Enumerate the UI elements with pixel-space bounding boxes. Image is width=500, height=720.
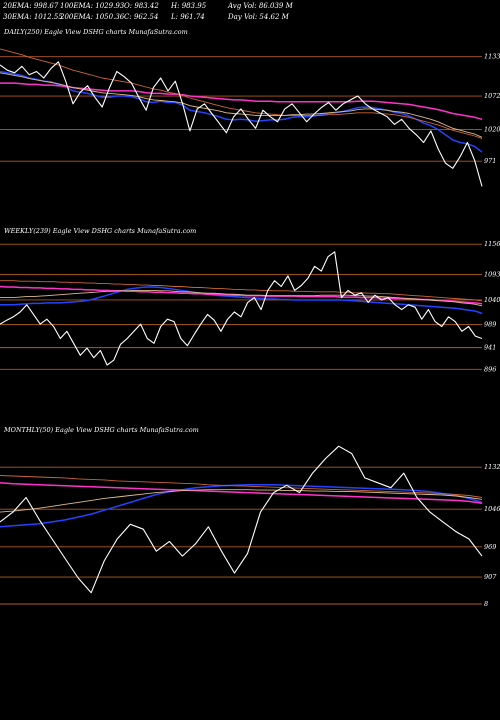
weekly-panel: 1156 1093 1040 989 941 896 [0, 240, 500, 373]
weekly-level-label-0: 1156 [484, 240, 500, 248]
monthly-ema-magenta-line [0, 482, 483, 505]
daily-level-label-1: 1072 [484, 92, 500, 100]
monthly-panel-title: MONTHLY(50) Eagle View DSHG charts Munaf… [4, 426, 199, 434]
weekly-level-label-2: 1040 [484, 296, 500, 304]
monthly-ema-tan-line [0, 489, 483, 513]
header-ema200: 200EMA: 1050.36 [60, 13, 125, 21]
daily-panel: 1133 1072 1020 971 [0, 48, 500, 187]
weekly-level-label-1: 1093 [484, 270, 500, 278]
monthly-level-label-3: 907 [484, 573, 497, 581]
daily-ema-magenta-line [0, 82, 483, 121]
header-high: H: 983.95 [171, 2, 207, 10]
header-close: C: 962.54 [124, 13, 159, 21]
monthly-level-label-0: 1132 [484, 463, 500, 471]
daily-panel-title: DAILY(250) Eagle View DSHG charts Munafa… [4, 28, 188, 36]
weekly-level-label-3: 989 [484, 321, 496, 329]
daily-level-label-3: 971 [484, 157, 496, 165]
header-avg-vol: Avg Vol: 86.039 M [228, 2, 293, 10]
weekly-level-label-4: 941 [484, 344, 496, 352]
header-low: L: 961.74 [171, 13, 205, 21]
monthly-panel: 1132 1046 969 907 8 [0, 445, 500, 608]
monthly-level-label-4: 8 [484, 600, 488, 608]
monthly-ema-brown-line [0, 475, 483, 498]
header-ema30: 30EMA: 1012.55 [3, 13, 63, 21]
header-ema20: 20EMA: 998.67 [3, 2, 59, 10]
weekly-panel-title: WEEKLY(239) Eagle View DSHG charts Munaf… [4, 227, 197, 235]
weekly-level-label-5: 896 [484, 365, 496, 373]
daily-ema-brown-line [0, 48, 483, 140]
daily-price-line [0, 61, 483, 187]
header-day-vol: Day Vol: 54.62 M [228, 13, 289, 21]
daily-ema-tan-line [0, 72, 483, 138]
monthly-level-label-2: 969 [484, 543, 496, 551]
daily-ema-blue-line [0, 70, 483, 153]
monthly-level-label-1: 1046 [484, 505, 500, 513]
monthly-ema-blue-line [0, 484, 483, 528]
weekly-ema-brown-line [0, 280, 483, 302]
header-ema100: 100EMA: 1029.93 [60, 2, 125, 10]
weekly-ema-blue-line [0, 286, 483, 315]
daily-level-label-2: 1020 [484, 126, 500, 134]
daily-level-label-0: 1133 [484, 53, 500, 61]
header-open: O: 983.42 [124, 2, 159, 10]
monthly-price-line [0, 445, 483, 594]
weekly-ema-tan-line [0, 289, 483, 307]
weekly-price-line [0, 251, 483, 366]
